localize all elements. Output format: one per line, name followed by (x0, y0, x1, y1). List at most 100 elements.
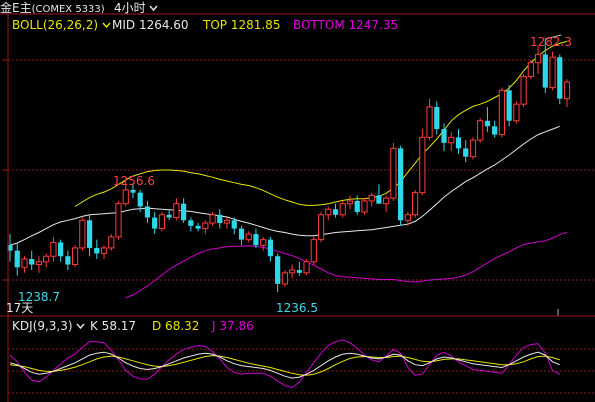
kdj-k-line (9, 351, 560, 379)
candle-down (296, 270, 302, 273)
candle-up (390, 147, 397, 199)
boll-indicator-title[interactable]: BOLL(26,26,2) (12, 18, 111, 32)
candle-up (209, 214, 216, 224)
grid-lines (8, 59, 595, 394)
candle-down (463, 148, 469, 157)
candle-down (86, 220, 93, 248)
boll-mid-line (9, 125, 560, 246)
kdj-j-value: J 37.86 (212, 319, 254, 333)
candle-up (289, 269, 296, 274)
candle-down (332, 209, 339, 215)
candlesticks (7, 34, 571, 293)
candle-up (339, 203, 346, 216)
candle-down (65, 256, 71, 265)
candle-up (100, 247, 108, 254)
candle-down (376, 195, 382, 204)
candle-up (260, 239, 267, 246)
boll-top-line (74, 40, 568, 207)
candle-down (188, 220, 194, 226)
boll-title: BOLL(26,26,2) (12, 18, 99, 32)
candle-down (130, 189, 136, 193)
candle-down (195, 225, 201, 229)
candle-down (398, 148, 404, 221)
candle-up (368, 194, 375, 202)
candle-up (411, 192, 419, 216)
candle-down (492, 126, 498, 135)
candle-up (549, 56, 556, 89)
candle-down (484, 120, 491, 127)
candle-down (238, 228, 245, 240)
high-marker-line (545, 34, 562, 40)
candle-down (267, 239, 274, 257)
kdj-indicator-title[interactable]: KDJ(9,3,3) (12, 319, 85, 333)
candle-down (253, 234, 259, 246)
boll-bottom-line (125, 231, 568, 299)
candle-down (557, 57, 563, 99)
candle-up (173, 203, 180, 219)
candle-up (520, 76, 527, 105)
candle-up (513, 103, 520, 122)
kdj-title: KDJ(9,3,3) (12, 319, 73, 333)
candle-up (448, 136, 455, 144)
candle-down (434, 106, 440, 130)
candle-up (361, 200, 368, 213)
boll-top-value: TOP 1281.85 (203, 18, 281, 32)
candle-up (223, 219, 231, 224)
local-high-label: 1256.6 (113, 174, 155, 188)
kdj-d-line (9, 355, 560, 376)
candle-up (404, 214, 411, 221)
candle-down (94, 247, 100, 254)
kdj-lines (9, 339, 561, 389)
candle-up (383, 197, 390, 205)
candle-down (506, 90, 512, 121)
candle-up (419, 136, 426, 194)
candle-up (158, 214, 166, 230)
boll-mid-value: MID 1264.60 (112, 18, 189, 32)
candle-down (455, 137, 462, 149)
candle-up (527, 62, 534, 78)
candle-down (166, 214, 172, 218)
symbol-title[interactable]: 金E主(COMEX 5333) (0, 1, 105, 17)
candle-up (108, 236, 115, 249)
candle-up (79, 219, 86, 249)
chevron-down-icon (102, 22, 111, 29)
candle-up (21, 258, 28, 268)
time-span-label: 17天 (6, 301, 34, 315)
candle-down (181, 203, 187, 221)
candle-up (115, 203, 122, 238)
candle-up (245, 233, 252, 241)
candle-down (275, 256, 281, 284)
candle-down (7, 245, 13, 251)
candle-down (441, 129, 447, 143)
candle-up (498, 89, 506, 136)
low-price-label-1: 1238.7 (18, 290, 60, 304)
candle-up (43, 255, 50, 263)
candle-up (303, 261, 310, 274)
candle-up (122, 189, 129, 205)
candle-up (346, 200, 354, 205)
candle-down (137, 192, 143, 207)
chevron-down-icon (149, 5, 158, 12)
candle-down (58, 242, 64, 257)
candle-down (542, 54, 548, 88)
candle-up (50, 241, 57, 257)
low-price-label-2: 1236.5 (276, 301, 318, 315)
candle-down (144, 206, 151, 218)
candle-up (426, 106, 433, 138)
high-price-label: 1282.3 (530, 35, 572, 49)
candle-up (469, 139, 477, 158)
candle-up (310, 239, 317, 263)
candle-up (202, 222, 209, 230)
candle-down (152, 217, 158, 229)
bollinger-bands (9, 40, 568, 299)
period-selector[interactable]: 4小时 (114, 1, 158, 15)
kdj-j-line (9, 339, 561, 389)
candle-up (71, 247, 79, 266)
symbol-name: 金E主 (0, 1, 32, 15)
candle-up (325, 208, 332, 216)
period-label: 4小时 (114, 1, 146, 15)
candle-down (354, 200, 360, 212)
candle-up (477, 120, 484, 141)
kdj-k-value: K 58.17 (90, 319, 137, 333)
